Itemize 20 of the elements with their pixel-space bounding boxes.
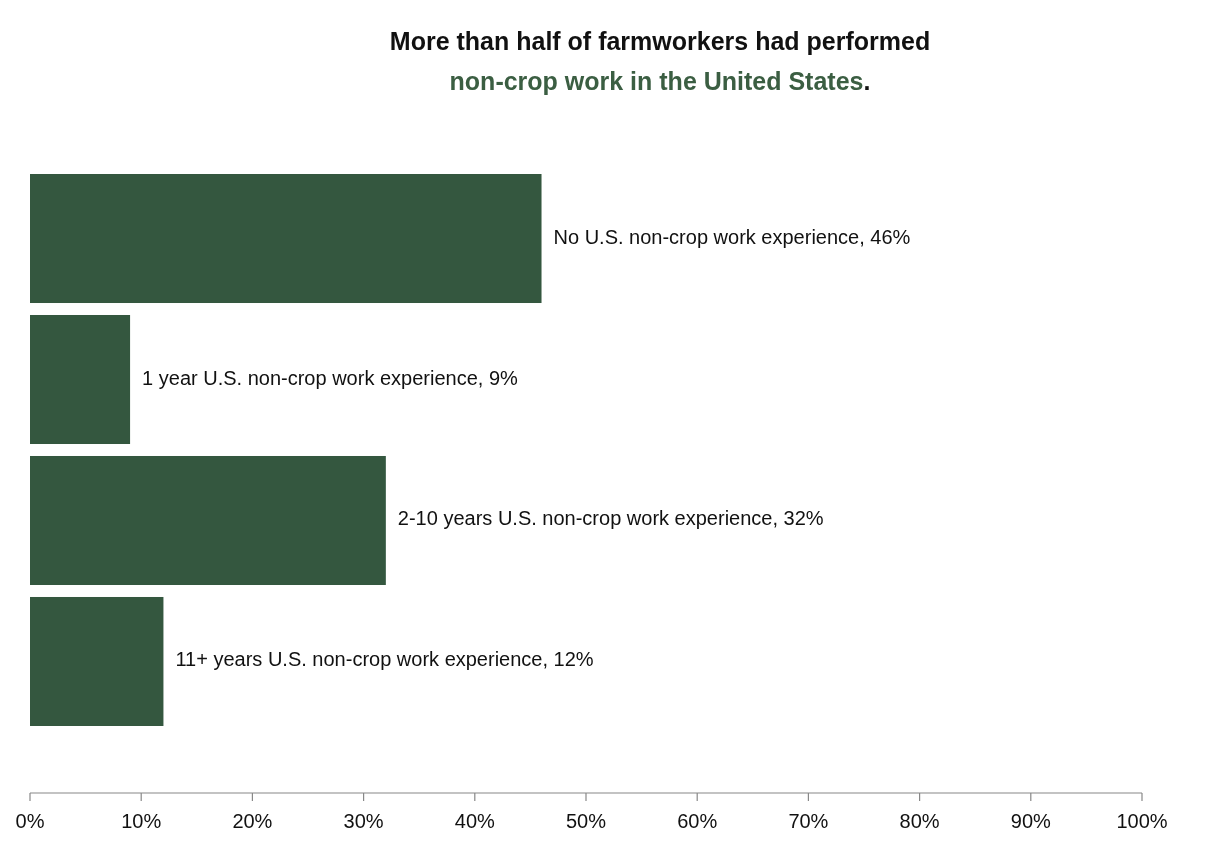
x-tick-label: 70% xyxy=(788,810,829,832)
x-tick-label: 40% xyxy=(454,810,496,832)
x-tick-label: 30% xyxy=(343,810,384,832)
x-tick-label: 0% xyxy=(15,810,45,832)
x-tick-label: 100% xyxy=(1116,810,1168,832)
data-label: 1 year U.S. non-crop work experience, 9% xyxy=(142,366,519,389)
data-label: 2-10 years U.S. non-crop work experience, 32% xyxy=(397,507,824,530)
x-tick-label: 60% xyxy=(677,810,718,832)
x-tick-label: 90% xyxy=(1010,810,1052,832)
x-tick-label: 50% xyxy=(565,810,607,832)
bar xyxy=(30,596,164,726)
chart-title: More than half of farmworkers had performed non-crop work in the United States. xyxy=(389,27,931,95)
bar xyxy=(30,174,542,304)
bar xyxy=(30,455,386,585)
x-tick-label: 80% xyxy=(899,810,940,832)
bar xyxy=(30,315,131,445)
x-tick-label: 10% xyxy=(121,810,162,832)
data-label: No U.S. non-crop work experience, 46% xyxy=(553,225,911,248)
data-label: 11+ years U.S. non-crop work experience, 12% xyxy=(175,648,594,671)
x-tick-label: 20% xyxy=(232,810,273,832)
